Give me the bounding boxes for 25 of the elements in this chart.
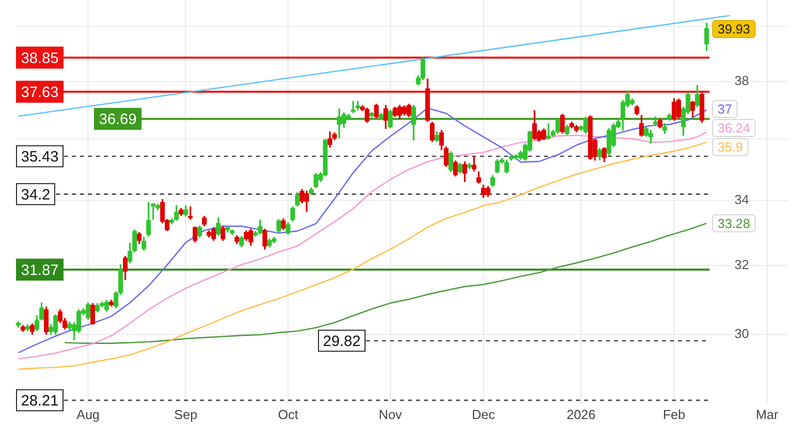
annotation: 39.93 [718,22,750,37]
x-tick-label: Nov [378,406,402,422]
x-tick-label: Feb [662,406,686,422]
x-tick-label: 2026 [566,406,596,422]
data-label: 33.28 [718,216,750,231]
y-tick-label: 38 [734,72,749,88]
x-tick-label: Dec [472,406,496,422]
data-label: 35.9 [718,140,743,155]
x-tick-label: Sep [174,406,198,422]
ref-line-label: 35.43 [20,148,59,166]
x-tick-label: Oct [278,406,299,422]
x-tick-label: Mar [756,406,779,422]
y-tick-label: 34 [734,192,749,207]
data-label: 36.24 [718,120,750,136]
data-label: 37 [718,102,732,117]
y-tick-label: 32 [734,256,749,272]
ref-line-label: 31.87 [20,262,59,279]
ref-line-label: 34.2 [20,186,50,204]
ref-line-label: 37.63 [20,84,59,101]
ref-line-label: 38.85 [20,50,59,67]
x-tick-label: Aug [76,406,100,422]
ref-line-label: 29.82 [322,332,361,350]
y-tick-label: 30 [734,326,749,341]
ref-line-label: 36.69 [98,111,137,128]
ref-line-label: 28.21 [20,392,59,410]
